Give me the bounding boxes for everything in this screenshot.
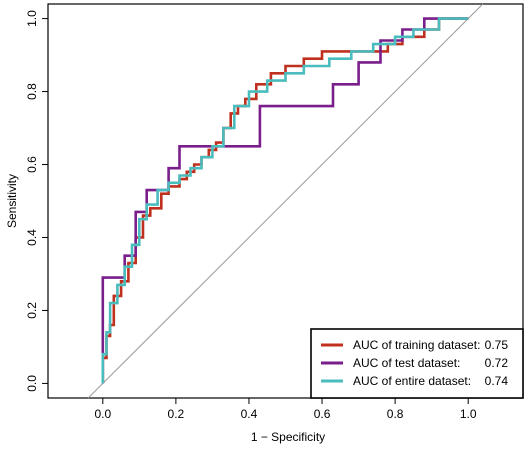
y-tick-label: 0.4	[25, 229, 39, 246]
x-tick-label: 0.2	[168, 407, 185, 421]
y-axis-title: Sensitivity	[5, 174, 19, 228]
y-tick-label: 0.2	[25, 302, 39, 319]
x-tick-label: 0.0	[94, 407, 111, 421]
reference-diagonal	[87, 3, 484, 399]
plot-area	[47, 3, 524, 399]
legend-auc-value: 0.75	[485, 338, 509, 352]
y-tick-label: 1.0	[25, 10, 39, 27]
y-axis: 0.0 0.2 0.4 0.6 0.8 1.0	[25, 10, 48, 392]
legend-auc-value: 0.72	[485, 356, 509, 370]
x-tick-label: 1.0	[460, 407, 477, 421]
roc-line-2	[101, 17, 469, 384]
legend-box	[310, 328, 524, 399]
y-tick-label: 0.0	[25, 375, 39, 392]
x-axis: 0.0 0.2 0.4 0.6 0.8 1.0	[94, 398, 477, 421]
y-tick-label: 0.6	[25, 156, 39, 173]
plot-frame	[47, 3, 524, 399]
x-axis-title: 1 − Specificity	[251, 430, 325, 444]
legend-auc-value: 0.74	[485, 374, 509, 388]
legend: AUC of training dataset: 0.75 AUC of test …	[310, 328, 524, 399]
x-tick-label: 0.6	[314, 407, 331, 421]
x-tick-label: 0.4	[241, 407, 258, 421]
y-tick-label: 0.8	[25, 83, 39, 100]
legend-label: AUC of entire dataset:	[353, 374, 471, 388]
legend-label: AUC of training dataset:	[353, 338, 480, 352]
x-tick-label: 0.8	[387, 407, 404, 421]
legend-label: AUC of test dataset:	[353, 356, 460, 370]
roc-line-3	[101, 17, 469, 384]
